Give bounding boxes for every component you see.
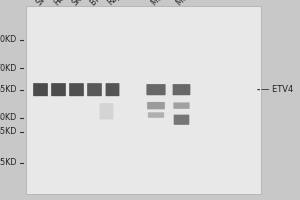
Text: SW480: SW480 [34, 0, 59, 7]
Text: BT474: BT474 [88, 0, 112, 7]
Text: Raji: Raji [106, 0, 123, 7]
FancyBboxPatch shape [173, 102, 190, 109]
Text: 100KD: 100KD [0, 35, 16, 44]
FancyBboxPatch shape [87, 83, 102, 96]
Text: — ETV4: — ETV4 [261, 85, 293, 94]
FancyBboxPatch shape [174, 115, 189, 125]
Text: 40KD: 40KD [0, 113, 16, 122]
Bar [26, 6, 261, 194]
Text: H460: H460 [52, 0, 73, 7]
Text: SKOV3: SKOV3 [70, 0, 94, 7]
Text: 55KD: 55KD [0, 85, 16, 94]
Text: Mouse skeletal muscle: Mouse skeletal muscle [150, 0, 217, 7]
FancyBboxPatch shape [146, 84, 166, 95]
FancyBboxPatch shape [100, 103, 113, 119]
Text: 70KD: 70KD [0, 64, 16, 73]
FancyBboxPatch shape [148, 112, 164, 118]
FancyBboxPatch shape [147, 102, 165, 109]
FancyBboxPatch shape [173, 84, 190, 95]
Text: 35KD: 35KD [0, 127, 16, 136]
FancyBboxPatch shape [33, 83, 48, 96]
FancyBboxPatch shape [51, 83, 66, 96]
FancyBboxPatch shape [106, 83, 119, 96]
Text: 25KD: 25KD [0, 158, 16, 167]
Text: Mouse heart: Mouse heart [175, 0, 215, 7]
FancyBboxPatch shape [69, 83, 84, 96]
